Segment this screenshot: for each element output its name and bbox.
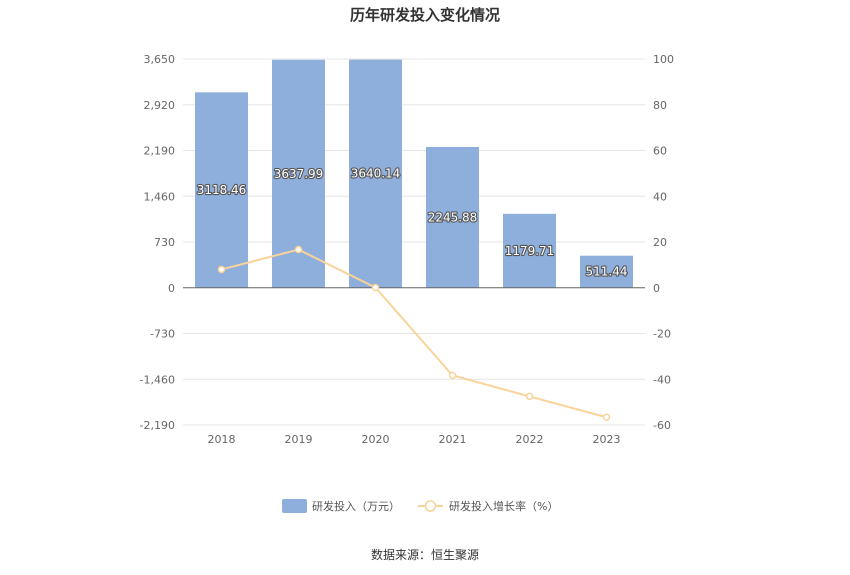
- left-tick-label: 1,460: [144, 190, 176, 203]
- legend-swatch-line-marker: [424, 500, 437, 512]
- bar: [426, 146, 479, 288]
- legend-label-bar[interactable]: 研发投入（万元）: [312, 499, 400, 513]
- bar-label: 511.44: [586, 265, 628, 279]
- growth-point: [448, 371, 457, 380]
- line-series: [217, 245, 611, 421]
- right-tick-label: 60: [653, 145, 667, 158]
- right-tick-label: -40: [653, 373, 671, 386]
- left-tick-label: 2,920: [144, 99, 176, 112]
- x-tick-label: 2020: [362, 433, 390, 446]
- left-tick-label: -1,460: [140, 373, 175, 386]
- left-tick-label: 730: [154, 236, 175, 249]
- left-tick-label: -2,190: [140, 419, 175, 432]
- growth-point: [371, 283, 380, 292]
- left-tick-label: 3,650: [144, 53, 176, 66]
- legend-label-line[interactable]: 研发投入增长率（%）: [449, 499, 558, 513]
- bar-label: 3640.14: [351, 167, 401, 181]
- growth-point: [602, 413, 611, 421]
- bar: [349, 59, 402, 288]
- bar: [503, 213, 556, 288]
- growth-point: [525, 392, 534, 401]
- right-tick-label: 80: [653, 99, 667, 112]
- left-tick-label: 2,190: [144, 145, 176, 158]
- x-tick-label: 2019: [285, 433, 313, 446]
- left-tick-label: 0: [168, 282, 175, 295]
- bar-label: 3118.46: [197, 183, 247, 197]
- right-tick-label: 0: [653, 282, 660, 295]
- bar: [580, 255, 633, 288]
- growth-point: [217, 265, 226, 274]
- right-tick-label: 100: [653, 53, 674, 66]
- right-tick-label: 40: [653, 190, 667, 203]
- growth-line: [221, 248, 607, 419]
- x-tick-label: 2023: [593, 433, 621, 446]
- right-tick-label: 20: [653, 236, 667, 249]
- bar-data-labels: 3118.46 3637.99 3640.14 2245.88 1179.71 511.4…: [196, 166, 629, 280]
- bar-series: [195, 59, 633, 288]
- chart-title: 历年研发投入变化情况: [350, 6, 500, 24]
- grid-lines: [183, 58, 645, 426]
- right-axis-ticks: 100 80 60 40 20 0 -20 -40 -60: [653, 53, 674, 432]
- bar: [195, 92, 248, 288]
- legend-swatch-bar[interactable]: [282, 499, 307, 513]
- x-tick-label: 2022: [516, 433, 544, 446]
- legend: 研发投入（万元） 研发投入增长率（%）: [282, 499, 558, 513]
- x-tick-label: 2018: [208, 433, 236, 446]
- x-tick-label: 2021: [439, 433, 467, 446]
- growth-point: [294, 245, 303, 254]
- x-axis-ticks: 2018 2019 2020 2021 2022 2023: [208, 433, 621, 446]
- bar-label: 2245.88: [428, 210, 478, 224]
- bar-label: 3637.99: [274, 167, 324, 181]
- right-tick-label: -20: [653, 328, 671, 341]
- left-tick-label: -730: [150, 328, 175, 341]
- data-source: 数据来源：恒生聚源: [371, 547, 479, 562]
- bar-label: 1179.71: [505, 244, 555, 258]
- right-tick-label: -60: [653, 419, 671, 432]
- left-axis-ticks: 3,650 2,920 2,190 1,460 730 0 -730 -1,460 -2,190: [140, 53, 175, 432]
